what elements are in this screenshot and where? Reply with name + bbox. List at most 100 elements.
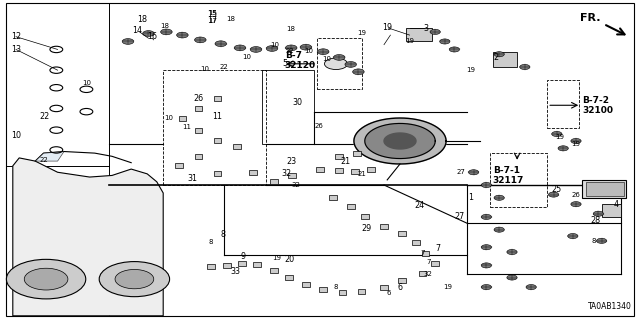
Circle shape: [215, 41, 227, 47]
Circle shape: [568, 234, 578, 239]
Bar: [422, 251, 429, 256]
Circle shape: [520, 64, 530, 70]
Bar: [380, 285, 388, 290]
Circle shape: [333, 55, 345, 60]
Circle shape: [177, 32, 188, 38]
Circle shape: [285, 45, 297, 51]
Text: 10: 10: [322, 56, 331, 62]
FancyArrowPatch shape: [606, 25, 625, 34]
Text: 10: 10: [82, 80, 91, 86]
Bar: [285, 275, 293, 280]
Bar: [412, 240, 420, 245]
Text: 11: 11: [212, 112, 223, 121]
Text: 9: 9: [241, 252, 246, 261]
Circle shape: [143, 31, 154, 36]
Text: 30: 30: [292, 98, 303, 107]
Bar: [214, 171, 221, 176]
Text: B-7-2
32100: B-7-2 32100: [582, 96, 613, 115]
Text: 24: 24: [414, 201, 424, 210]
Bar: [586, 182, 624, 196]
Circle shape: [345, 62, 356, 67]
Text: 7: 7: [436, 244, 441, 253]
Text: 26: 26: [314, 123, 323, 129]
Text: 32: 32: [423, 271, 432, 277]
Bar: [398, 278, 406, 283]
Bar: [195, 106, 202, 111]
Bar: [339, 290, 346, 295]
Circle shape: [481, 214, 492, 219]
Bar: [253, 262, 261, 267]
Circle shape: [234, 45, 246, 51]
Bar: [175, 163, 183, 168]
Text: 10: 10: [164, 115, 173, 121]
Text: 8: 8: [220, 230, 225, 239]
Text: TA0AB1340: TA0AB1340: [588, 302, 632, 311]
Bar: [582, 180, 626, 198]
Text: 31: 31: [187, 174, 197, 183]
Text: 18: 18: [226, 16, 235, 22]
Bar: [163, 70, 266, 185]
Circle shape: [571, 202, 581, 207]
Bar: [319, 287, 327, 292]
Polygon shape: [384, 133, 416, 149]
Text: 7: 7: [426, 259, 431, 265]
Text: 15: 15: [207, 10, 218, 19]
Circle shape: [468, 170, 479, 175]
Text: 12: 12: [11, 32, 21, 41]
Circle shape: [494, 52, 504, 57]
Bar: [335, 168, 343, 173]
Bar: [195, 154, 202, 159]
Text: 17: 17: [208, 18, 217, 24]
Bar: [270, 179, 278, 184]
Text: 20: 20: [284, 256, 294, 264]
Text: 13: 13: [11, 45, 21, 54]
Text: 1: 1: [468, 193, 473, 202]
Text: 32: 32: [291, 182, 300, 188]
Text: 19: 19: [556, 134, 564, 140]
Circle shape: [300, 44, 312, 50]
Polygon shape: [354, 118, 446, 164]
Text: 19: 19: [444, 284, 452, 290]
Bar: [490, 153, 547, 207]
Text: 8: 8: [209, 239, 214, 245]
Text: 15: 15: [208, 10, 217, 16]
Circle shape: [195, 37, 206, 43]
Circle shape: [161, 29, 172, 35]
Text: 10: 10: [200, 66, 209, 71]
Bar: [335, 154, 343, 159]
Bar: [179, 116, 186, 121]
Bar: [367, 167, 375, 172]
Text: 25: 25: [552, 185, 562, 194]
Text: 7: 7: [420, 250, 425, 256]
Bar: [547, 80, 579, 128]
Bar: [361, 214, 369, 219]
Text: 8: 8: [333, 284, 339, 290]
Text: 21: 21: [357, 171, 366, 177]
Bar: [249, 170, 257, 175]
Text: 10: 10: [242, 55, 251, 60]
Text: 22: 22: [39, 157, 48, 162]
Text: 5: 5: [282, 59, 287, 68]
Circle shape: [596, 238, 607, 243]
Text: 19: 19: [357, 30, 366, 35]
Text: 28: 28: [590, 216, 600, 225]
Text: 26: 26: [572, 192, 580, 198]
Text: 10: 10: [304, 48, 313, 54]
Circle shape: [430, 29, 440, 34]
Bar: [316, 167, 324, 172]
Text: 14: 14: [132, 26, 143, 35]
Text: 22: 22: [220, 64, 228, 70]
Bar: [347, 204, 355, 209]
Text: 27: 27: [456, 169, 465, 174]
Bar: [398, 231, 406, 236]
Circle shape: [526, 285, 536, 290]
Circle shape: [317, 49, 329, 55]
Bar: [214, 138, 221, 143]
Text: 19: 19: [272, 256, 281, 261]
Bar: [358, 289, 365, 294]
Circle shape: [440, 39, 450, 44]
Circle shape: [353, 69, 364, 75]
Polygon shape: [35, 152, 64, 161]
Circle shape: [548, 192, 559, 197]
Bar: [431, 261, 439, 266]
